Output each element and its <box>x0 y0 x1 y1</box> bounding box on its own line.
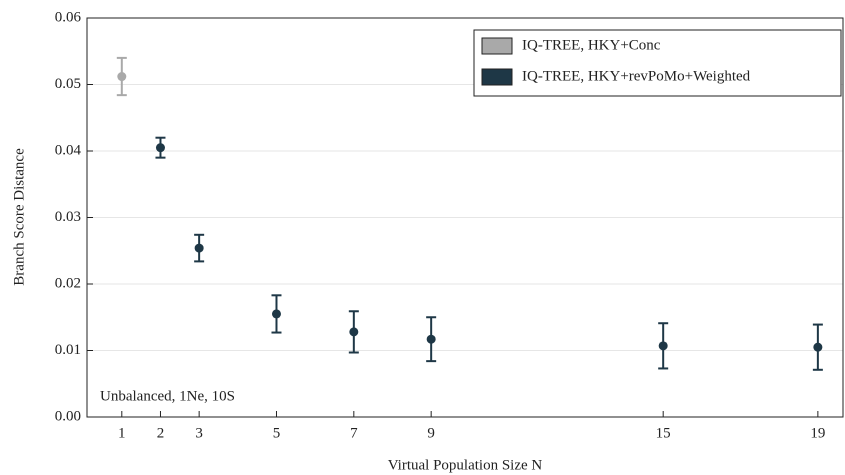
x-tick-label: 1 <box>118 425 126 441</box>
x-tick-label: 3 <box>195 425 203 441</box>
legend-swatch <box>481 37 513 55</box>
legend-label: IQ-TREE, HKY+Conc <box>522 37 661 53</box>
y-tick-label: 0.00 <box>55 408 81 424</box>
y-axis-label: Branch Score Distance <box>11 148 27 286</box>
point <box>271 309 281 319</box>
x-tick-label: 15 <box>656 425 671 441</box>
y-tick-label: 0.03 <box>55 209 81 225</box>
y-tick-label: 0.05 <box>55 76 81 92</box>
y-tick-label: 0.04 <box>55 142 82 158</box>
x-axis-label: Virtual Population Size N <box>388 457 543 473</box>
x-tick-label: 5 <box>273 425 281 441</box>
x-tick-label: 19 <box>810 425 825 441</box>
legend-label: IQ-TREE, HKY+revPoMo+Weighted <box>522 68 751 84</box>
legend-box <box>473 29 842 97</box>
point <box>813 342 823 352</box>
plot-frame <box>86 17 844 418</box>
point <box>349 327 359 337</box>
y-tick-label: 0.06 <box>55 9 82 25</box>
legend-swatch <box>481 68 513 86</box>
annotation: Unbalanced, 1Ne, 10S <box>100 388 235 404</box>
x-tick-label: 9 <box>427 425 435 441</box>
point <box>117 72 127 82</box>
x-tick-label: 2 <box>157 425 165 441</box>
point <box>194 243 204 253</box>
y-tick-label: 0.02 <box>55 275 81 291</box>
y-tick-label: 0.01 <box>55 342 81 358</box>
point <box>658 341 668 351</box>
point <box>426 334 436 344</box>
x-tick-label: 7 <box>350 425 358 441</box>
point <box>155 143 165 153</box>
